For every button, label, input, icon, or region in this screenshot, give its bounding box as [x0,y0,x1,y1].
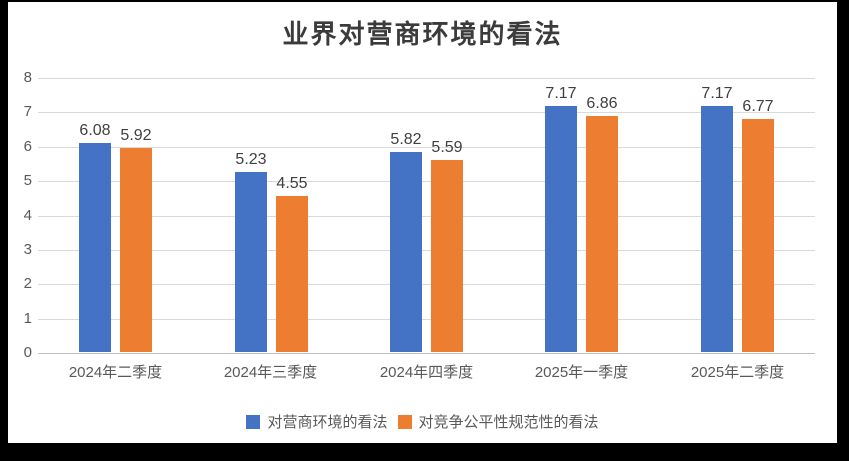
chart-title: 业界对营商环境的看法 [282,20,563,49]
value-label-series-0-cat-0: 6.08 [79,122,111,139]
bar-series-1-cat-3 [586,116,618,352]
bar-series-0-cat-4 [701,106,733,352]
value-label-series-0-cat-2: 5.82 [390,131,422,148]
bar-series-1-cat-4 [742,119,774,352]
value-label-series-1-cat-3: 6.86 [586,95,618,112]
legend: 对营商环境的看法 对竞争公平性规范性的看法 [8,411,837,432]
gridline-y-0 [38,353,815,354]
x-axis-tick-label-3: 2025年一季度 [534,364,629,381]
legend-swatch-orange-icon [397,414,412,429]
gridline-y-7 [38,112,815,113]
gridline-y-8 [38,78,815,79]
bar-series-1-cat-1 [276,196,308,352]
value-label-series-0-cat-4: 7.17 [701,85,733,102]
gridline-y-3 [38,250,815,251]
value-label-series-0-cat-1: 5.23 [235,151,267,168]
y-axis-tick-label: 2 [23,275,32,292]
value-label-series-1-cat-1: 4.55 [276,175,308,192]
y-axis-tick-label: 5 [23,172,32,189]
value-label-series-1-cat-4: 6.77 [742,98,774,115]
bar-series-0-cat-0 [79,143,111,352]
bar-series-1-cat-2 [431,160,463,352]
gridline-y-2 [38,284,815,285]
gridline-y-4 [38,216,815,217]
gridline-y-6 [38,147,815,148]
legend-swatch-blue-icon [246,414,261,429]
y-axis-tick-label: 6 [23,138,32,155]
x-axis-tick-label-2: 2024年四季度 [379,364,474,381]
x-axis-tick-label-0: 2024年二季度 [68,364,163,381]
chart-canvas: 业界对营商环境的看法 6.08 5.92 5.23 4.55 5.82 5.59 7.17 6… [8,2,837,443]
bar-series-0-cat-1 [235,172,267,352]
legend-item-series-1: 对竞争公平性规范性的看法 [397,411,599,432]
gridline-y-1 [38,319,815,320]
x-axis-tick-label-1: 2024年三季度 [223,364,318,381]
legend-label-series-0: 对营商环境的看法 [267,414,388,431]
value-label-series-1-cat-2: 5.59 [431,139,463,156]
y-axis-tick-label: 4 [23,207,32,224]
y-axis-tick-label: 0 [23,344,32,361]
bar-series-0-cat-2 [390,152,422,352]
value-label-series-1-cat-0: 5.92 [120,127,152,144]
plot-area: 6.08 5.92 5.23 4.55 5.82 5.59 7.17 6.86 7.17 6.77 [38,78,815,354]
legend-item-series-0: 对营商环境的看法 [246,411,388,432]
y-axis-tick-label: 1 [23,310,32,327]
bar-series-0-cat-3 [545,106,577,352]
gridline-y-5 [38,181,815,182]
y-axis-tick-label: 7 [23,103,32,120]
legend-label-series-1: 对竞争公平性规范性的看法 [418,414,599,431]
y-axis-tick-label: 8 [23,69,32,86]
y-axis-tick-label: 3 [23,241,32,258]
bar-series-1-cat-0 [120,148,152,352]
value-label-series-0-cat-3: 7.17 [545,85,577,102]
x-axis-tick-label-4: 2025年二季度 [690,364,785,381]
